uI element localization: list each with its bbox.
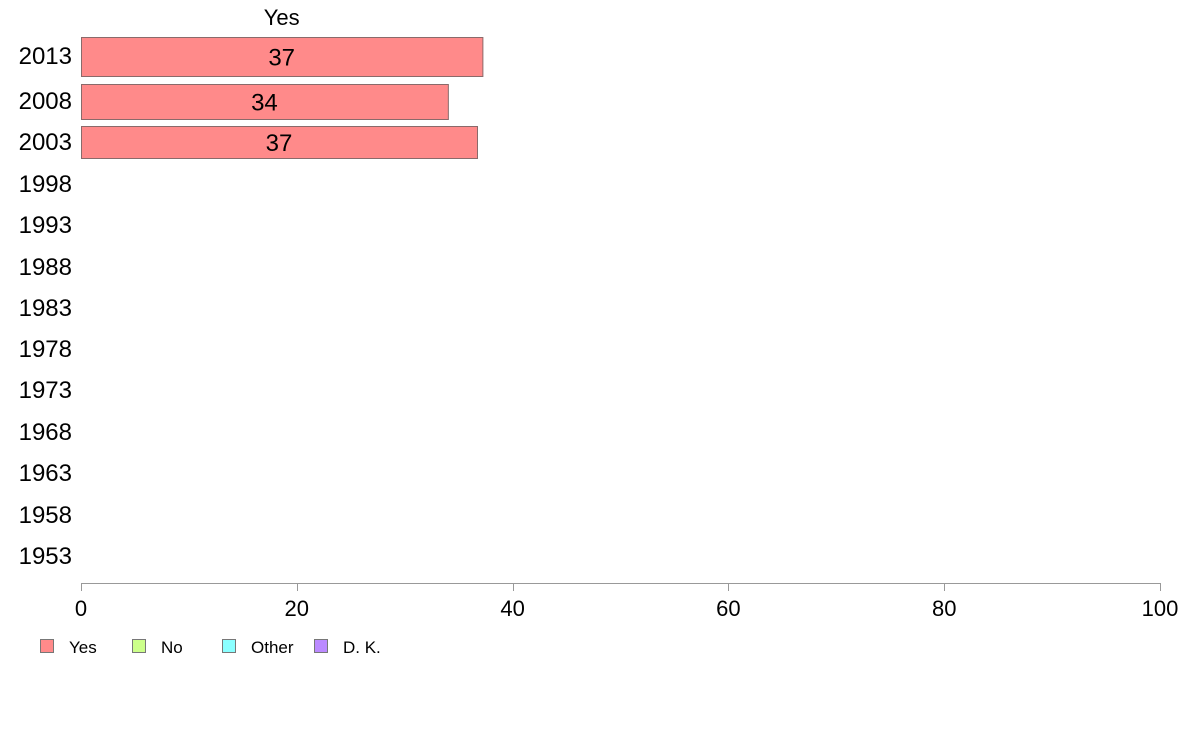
legend: Yes No Other D. K. [40, 638, 381, 657]
data-labels: 37 34 37 [251, 45, 295, 158]
legend-label-dk: D. K. [343, 638, 381, 657]
year-label-1973: 1973 [19, 377, 72, 404]
year-labels: 2013 2008 2003 1998 1993 1988 1983 1978 1973 1968… [19, 43, 72, 570]
year-label-2003: 2003 [19, 129, 72, 156]
legend-swatch-no [132, 639, 146, 653]
x-tick-label-0: 0 [75, 596, 87, 621]
legend-swatch-dk [314, 639, 328, 653]
x-axis: 0 20 40 60 80 100 [75, 583, 1178, 621]
legend-label-other: Other [251, 638, 294, 657]
year-label-1978: 1978 [19, 336, 72, 363]
x-tick-label-60: 60 [716, 596, 740, 621]
data-label-2013: 37 [268, 45, 295, 72]
legend-label-no: No [161, 638, 183, 657]
legend-label-yes: Yes [69, 638, 97, 657]
data-label-2008: 34 [251, 90, 278, 117]
year-label-1958: 1958 [19, 502, 72, 529]
year-label-1993: 1993 [19, 212, 72, 239]
year-label-1983: 1983 [19, 295, 72, 322]
bar-yes-2008 [81, 84, 449, 120]
bar-yes-2013 [81, 37, 484, 77]
year-label-1988: 1988 [19, 254, 72, 281]
legend-swatch-other [222, 639, 236, 653]
column-header-layer: Yes [264, 5, 300, 30]
year-label-1953: 1953 [19, 543, 72, 570]
year-label-1998: 1998 [19, 171, 72, 198]
year-label-2013: 2013 [19, 43, 72, 70]
x-tick-label-80: 80 [932, 596, 956, 621]
column-header-yes: Yes [264, 5, 300, 30]
x-tick-label-40: 40 [500, 596, 524, 621]
bars [81, 37, 484, 159]
x-tick-label-100: 100 [1142, 596, 1179, 621]
year-label-2008: 2008 [19, 88, 72, 115]
data-label-2003: 37 [266, 130, 293, 157]
legend-swatch-yes [40, 639, 54, 653]
year-label-1963: 1963 [19, 460, 72, 487]
year-label-1968: 1968 [19, 419, 72, 446]
bar-yes-2003 [81, 126, 478, 159]
x-tick-label-20: 20 [285, 596, 309, 621]
